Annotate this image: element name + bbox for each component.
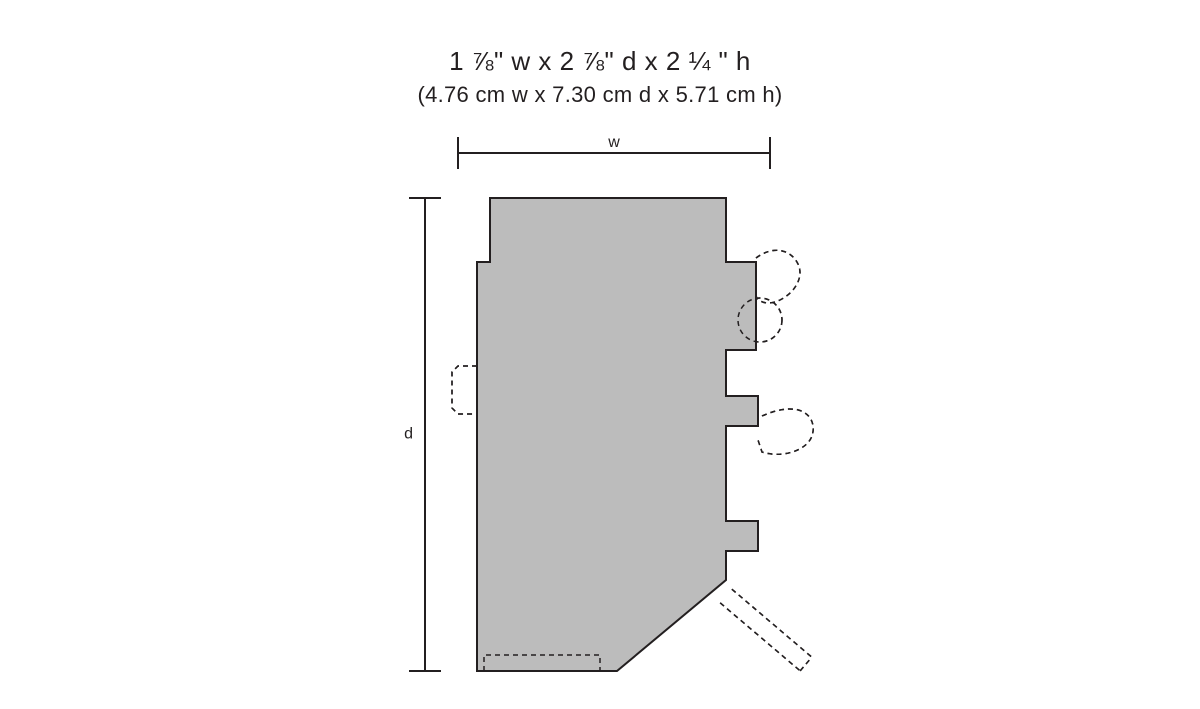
device-body-silhouette [477, 198, 758, 671]
propeller-blade-right [758, 409, 813, 454]
dimension-diagram: 1 ⅞" w x 2 ⅞" d x 2 ¼ " h (4.76 cm w x 7… [0, 0, 1200, 709]
angled-rod [720, 589, 812, 671]
d-label: d [404, 426, 413, 443]
d-dimension-bracket: d [404, 198, 441, 671]
left-tab-outline [452, 366, 477, 414]
w-label: w [607, 134, 620, 151]
w-dimension-bracket: w [458, 134, 770, 169]
propeller-blade-top [756, 250, 800, 303]
diagram-svg: w d [0, 0, 1200, 709]
